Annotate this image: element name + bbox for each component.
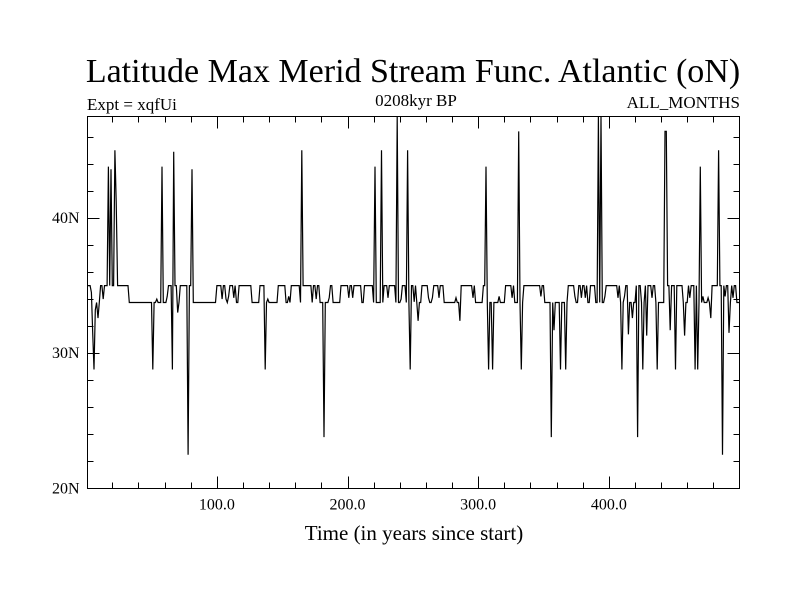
x-tick-label: 400.0 xyxy=(591,497,627,514)
x-tick-label: 300.0 xyxy=(460,497,496,514)
months-label: ALL_MONTHS xyxy=(627,93,740,112)
y-tick-label: 40N xyxy=(52,210,80,227)
series-line xyxy=(87,116,740,455)
chart-title: Latitude Max Merid Stream Func. Atlantic… xyxy=(86,53,740,90)
experiment-label: Expt = xqfUi xyxy=(87,95,177,114)
x-tick-label: 100.0 xyxy=(199,497,235,514)
y-tick-label: 30N xyxy=(52,345,80,362)
axis-tick-labels: 100.0 200.0 300.0 400.0 20N 30N 40N xyxy=(52,210,627,514)
x-axis-label: Time (in years since start) xyxy=(305,521,524,545)
period-label: 0208kyr BP xyxy=(375,91,457,110)
y-tick-label: 20N xyxy=(52,481,80,498)
x-tick-label: 200.0 xyxy=(330,497,366,514)
